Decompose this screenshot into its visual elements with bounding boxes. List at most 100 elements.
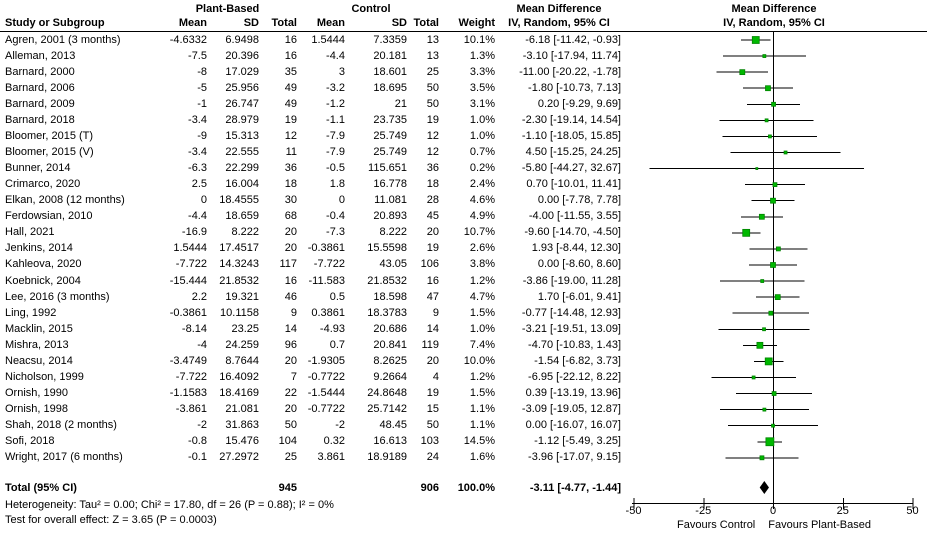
study-row: Mishra, 2013 -4 24.259 96 0.7 20.841 119 7.4% -4… <box>0 337 632 353</box>
weight-value: 10.7% <box>463 226 495 239</box>
pb-mean: -9 <box>197 129 207 142</box>
study-row: Agren, 2001 (3 months) -4.6332 6.9498 16 1.5… <box>0 32 632 48</box>
md-column-title: Mean Difference <box>516 3 602 15</box>
study-row: Bunner, 2014 -6.3 22.299 36 -0.5 115.651 36 0.2… <box>0 160 632 176</box>
c-sd: 18.598 <box>373 290 407 303</box>
c-sd: 25.749 <box>373 145 407 158</box>
group-header-control: Control <box>351 3 391 15</box>
pb-total: 30 <box>284 194 297 207</box>
total-weight: 100.0% <box>457 481 495 494</box>
c-mean: -2 <box>335 419 345 432</box>
study-row: Bloomer, 2015 (V) -3.4 22.555 11 -7.9 25.749 1… <box>0 144 632 160</box>
c-sd: 11.081 <box>374 194 407 207</box>
c-total: 20 <box>426 226 439 239</box>
col-header-pb-mean: Mean <box>178 17 207 29</box>
weight-value: 1.5% <box>469 387 495 400</box>
study-row: Lee, 2016 (3 months) 2.2 19.321 46 0.5 18.598… <box>0 289 632 305</box>
pb-mean: -5 <box>197 81 207 94</box>
study-row: Alleman, 2013 -7.5 20.396 16 -4.4 20.181 13 1.3… <box>0 48 632 64</box>
c-total: 50 <box>426 97 439 110</box>
pb-mean: -6.3 <box>188 162 207 175</box>
study-name: Macklin, 2015 <box>5 322 73 335</box>
effect-square <box>768 310 774 316</box>
pb-mean: -7.5 <box>188 49 207 62</box>
axis-tick-label: -25 <box>695 505 712 517</box>
effect-square <box>771 423 775 428</box>
c-total: 25 <box>426 65 439 78</box>
study-name: Bunner, 2014 <box>5 162 71 175</box>
study-name: Bloomer, 2015 (V) <box>5 145 94 158</box>
pb-total: 22 <box>284 387 297 400</box>
study-row: Ferdowsian, 2010 -4.4 18.659 68 -0.4 20.893 45… <box>0 208 632 224</box>
md-ci-text: 0.00 [-8.60, 8.60] <box>537 258 621 271</box>
weight-value: 4.6% <box>469 194 495 207</box>
md-ci-text: -5.80 [-44.27, 32.67] <box>521 162 621 175</box>
pb-mean: -3.4 <box>188 113 207 126</box>
total-row: Total (95% CI) 945 906 100.0% -3.11 [-4.… <box>0 480 632 496</box>
md-ci-text: -0.77 [-14.48, 12.93] <box>521 306 621 319</box>
c-mean: 3.861 <box>317 451 345 464</box>
c-mean: 3 <box>338 65 345 78</box>
c-mean: 0.5 <box>329 290 345 303</box>
study-name: Ferdowsian, 2010 <box>5 210 93 223</box>
weight-value: 1.5% <box>469 306 495 319</box>
weight-value: 10.0% <box>463 354 495 367</box>
md-ci-text: -3.21 [-19.51, 13.09] <box>521 322 621 335</box>
pb-total: 20 <box>284 403 297 416</box>
weight-value: 1.1% <box>469 419 495 432</box>
study-row: Ling, 1992 -0.3861 10.1158 9 0.3861 18.3783 9 1… <box>0 305 632 321</box>
md-column-subtitle: IV, Random, 95% CI <box>508 17 610 29</box>
pb-sd: 15.476 <box>225 435 259 448</box>
c-sd: 8.222 <box>379 226 407 239</box>
c-total: 14 <box>426 322 439 335</box>
study-row: Nicholson, 1999 -7.722 16.4092 7 -0.7722 9.26… <box>0 369 632 385</box>
effect-square <box>771 101 776 107</box>
c-sd: 25.7142 <box>367 403 407 416</box>
c-sd: 8.2625 <box>373 354 407 367</box>
pb-mean: -0.1 <box>188 451 207 464</box>
weight-value: 0.7% <box>469 145 495 158</box>
pb-sd: 16.4092 <box>219 370 259 383</box>
c-mean: -0.5 <box>326 162 345 175</box>
study-row: Jenkins, 2014 1.5444 17.4517 20 -0.3861 15.55… <box>0 240 632 256</box>
pooled-effect-diamond <box>759 481 769 494</box>
c-sd: 48.45 <box>379 419 407 432</box>
study-name: Lee, 2016 (3 months) <box>5 290 110 303</box>
pb-sd: 14.3243 <box>219 258 259 271</box>
pb-sd: 17.4517 <box>219 242 259 255</box>
total-pb-n: 945 <box>278 481 297 494</box>
c-total: 16 <box>426 274 439 287</box>
plot-column-title: Mean Difference <box>731 3 817 15</box>
pb-total: 96 <box>284 338 297 351</box>
col-header-c-mean: Mean <box>316 17 345 29</box>
weight-value: 3.8% <box>469 258 495 271</box>
effect-square <box>762 327 766 332</box>
study-name: Barnard, 2018 <box>5 113 75 126</box>
pb-total: 20 <box>284 242 297 255</box>
study-name: Shah, 2018 (2 months) <box>5 419 117 432</box>
pb-total: 35 <box>284 65 297 78</box>
pb-sd: 31.863 <box>225 419 259 432</box>
axis-tick-label: -50 <box>625 505 642 517</box>
pb-sd: 18.4169 <box>219 387 259 400</box>
study-row: Ornish, 1990 -1.1583 18.4169 22 -1.5444 24.86… <box>0 385 632 401</box>
c-total: 119 <box>421 338 439 351</box>
c-sd: 24.8648 <box>367 387 407 400</box>
md-ci-text: 4.50 [-15.25, 24.25] <box>525 145 621 158</box>
study-name: Bloomer, 2015 (T) <box>5 129 94 142</box>
effect-square <box>764 357 773 366</box>
md-ci-text: 0.00 [-16.07, 16.07] <box>525 419 621 432</box>
study-name: Barnard, 2000 <box>5 65 75 78</box>
study-name: Ling, 1992 <box>5 306 57 319</box>
effect-square <box>760 279 765 283</box>
study-name: Koebnick, 2004 <box>5 274 81 287</box>
c-mean: -1.9305 <box>307 354 345 367</box>
study-row: Shah, 2018 (2 months) -2 31.863 50 -2 48.45 50… <box>0 417 632 433</box>
pb-mean: 2.5 <box>191 178 207 191</box>
pb-mean: -15.444 <box>169 274 207 287</box>
md-ci-text: 0.20 [-9.29, 9.69] <box>537 97 621 110</box>
c-total: 9 <box>432 306 439 319</box>
pb-total: 49 <box>284 81 297 94</box>
study-name: Agren, 2001 (3 months) <box>5 33 121 46</box>
effect-square <box>768 134 772 139</box>
